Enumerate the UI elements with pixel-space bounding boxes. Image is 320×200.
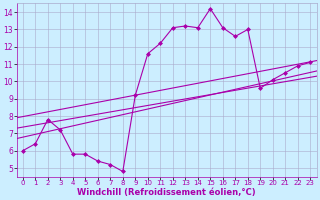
- X-axis label: Windchill (Refroidissement éolien,°C): Windchill (Refroidissement éolien,°C): [77, 188, 256, 197]
